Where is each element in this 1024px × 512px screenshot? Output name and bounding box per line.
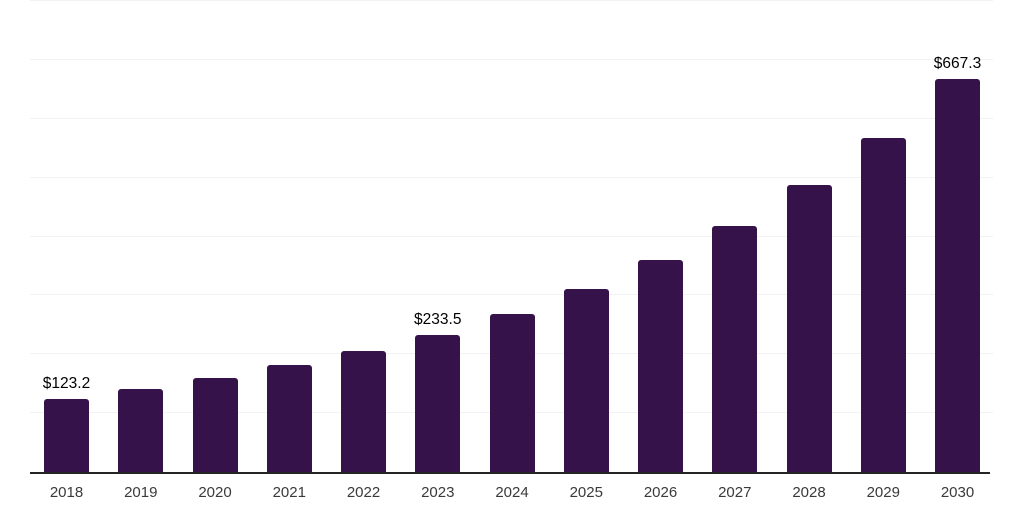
- bar-2022: [341, 350, 386, 472]
- plot-area: $123.2 $233.5 $667.3: [30, 0, 993, 474]
- x-tick-2024: 2024: [495, 484, 529, 501]
- gridline-800: [30, 0, 993, 1]
- bar-2021: [266, 365, 312, 472]
- data-label-2023: $233.5: [414, 310, 462, 328]
- gridline-600: [30, 117, 993, 119]
- bar-2023: [415, 334, 461, 472]
- bar-2028: [786, 185, 832, 472]
- x-tick-2023: 2023: [421, 484, 455, 501]
- x-tick-2029: 2029: [866, 484, 900, 501]
- x-tick-2019: 2019: [124, 484, 158, 501]
- x-tick-2027: 2027: [718, 484, 752, 501]
- x-tick-2028: 2028: [792, 484, 826, 501]
- bar-2027: [712, 225, 758, 472]
- gridline-400: [30, 235, 993, 237]
- gridline-500: [30, 176, 993, 178]
- bar-2019: [118, 389, 164, 472]
- bar-2025: [563, 288, 609, 472]
- bar-2018: [44, 399, 89, 472]
- x-tick-2026: 2026: [643, 484, 678, 501]
- gridline-700: [30, 58, 993, 60]
- gridline-300: [30, 294, 993, 296]
- bar-2026: [638, 260, 683, 472]
- x-axis-line: [30, 472, 990, 474]
- x-tick-2021: 2021: [272, 484, 306, 501]
- x-tick-2025: 2025: [569, 484, 603, 501]
- bar-2030: [935, 79, 980, 472]
- x-tick-2020: 2020: [198, 484, 232, 501]
- data-label-2018: $123.2: [42, 375, 91, 393]
- x-tick-2018: 2018: [49, 484, 84, 501]
- bar-2020: [192, 378, 238, 472]
- x-tick-2030: 2030: [940, 484, 975, 501]
- data-label-2030: $667.3: [933, 55, 982, 73]
- x-tick-2022: 2022: [346, 484, 381, 501]
- bar-2029: [860, 137, 906, 472]
- bar-2024: [489, 313, 535, 472]
